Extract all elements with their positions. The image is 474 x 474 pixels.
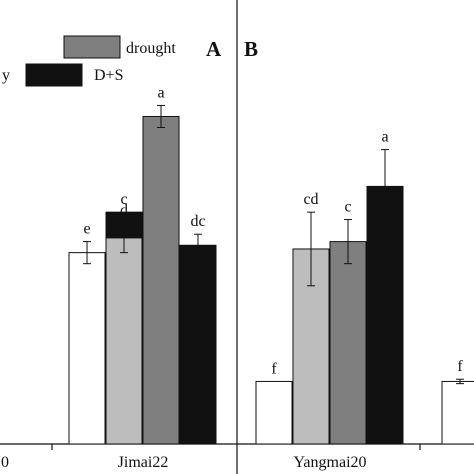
bar-control [441,380,474,445]
labels: c e d a dc f cd c a f [83,84,463,377]
legend-label-dplus: D+S [94,67,123,84]
significance-letter: d [120,202,128,219]
significance-letter: f [457,358,463,375]
legend-swatch-dplus [25,63,83,87]
bars [68,104,474,445]
significance-letter: c [344,199,351,216]
category-label-partial: 0 [1,454,9,471]
bar-drought [142,115,180,445]
bar-salinity [105,237,143,445]
significance-letter: dc [190,213,205,230]
legend-label-partial: y [2,67,10,84]
significance-letter: cd [303,191,318,208]
bar-d-s [179,244,217,445]
bar-control [68,252,106,445]
panel-label-a: A [206,37,222,61]
bar-control [255,380,293,445]
legend: drought y D+S [2,35,176,87]
legend-label-drought: drought [126,40,176,57]
category-label-yangmai20: Yangmai20 [293,454,366,471]
category-label-jimai22: Jimai22 [118,454,169,471]
bar-drought [329,241,367,445]
significance-letter: a [381,129,388,146]
significance-letter: f [271,360,277,377]
bar-d-s [366,185,404,445]
panel-label-b: B [244,37,258,61]
significance-letter: c [120,191,127,208]
legend-swatch-drought [63,35,121,59]
significance-letter: a [157,84,164,101]
significance-letter: e [83,221,90,238]
